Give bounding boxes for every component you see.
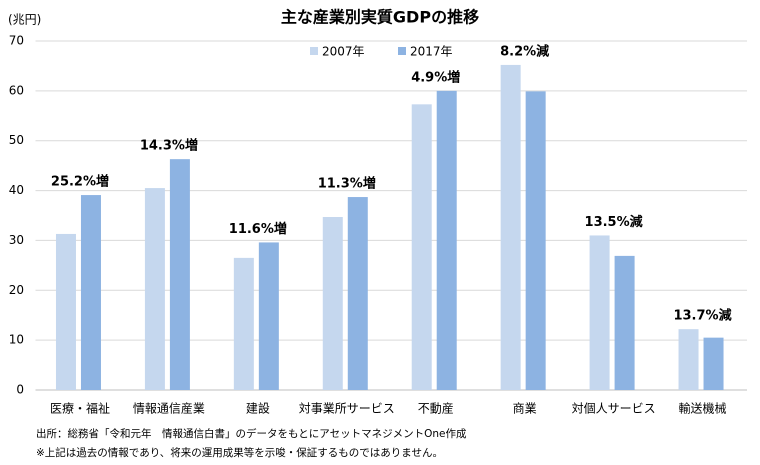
bar xyxy=(169,159,190,390)
bar xyxy=(500,64,521,390)
x-tick-label: 対個人サービス xyxy=(572,402,656,416)
bar xyxy=(589,235,610,390)
y-tick-label: 20 xyxy=(9,283,24,297)
note: 出所：総務省「令和元年 情報通信白書」のデータをもとにアセットマネジメントOne… xyxy=(36,427,467,440)
note: ※上記は過去の情報であり、将来の運用成果等を示唆・保証するものではありません。 xyxy=(36,446,443,459)
y-tick-label: 60 xyxy=(9,83,24,97)
bar xyxy=(258,242,279,390)
y-tick-label: 40 xyxy=(9,183,24,197)
x-tick-label: 医療・福祉 xyxy=(50,401,110,416)
annotation: 25.2%増 xyxy=(51,174,109,190)
legend-swatch xyxy=(398,47,406,55)
bar xyxy=(144,188,165,390)
annotation: 14.3%増 xyxy=(140,138,198,154)
y-tick-label: 70 xyxy=(9,34,24,48)
annotation: 11.6%増 xyxy=(229,221,287,237)
y-axis-label: (兆円) xyxy=(8,13,41,27)
annotation: 4.9%増 xyxy=(411,69,460,85)
annotation: 8.2%減 xyxy=(500,43,549,59)
x-tick-label: 不動産 xyxy=(418,401,454,416)
y-tick-label: 10 xyxy=(9,333,24,347)
legend-label: 2007年 xyxy=(322,45,365,59)
annotation: 13.5%減 xyxy=(585,214,643,230)
bar xyxy=(525,91,546,390)
bar xyxy=(436,90,457,390)
bar xyxy=(678,329,699,390)
bar xyxy=(703,337,724,390)
x-tick-label: 輸送機械 xyxy=(679,401,727,416)
x-tick-label: 情報通信産業 xyxy=(133,401,205,416)
y-tick-label: 0 xyxy=(16,383,24,397)
bar xyxy=(322,216,343,390)
annotation: 13.7%減 xyxy=(673,308,731,324)
bar xyxy=(233,257,254,390)
bar xyxy=(347,197,368,390)
bar xyxy=(614,255,635,390)
legend-swatch xyxy=(310,47,318,55)
annotation: 11.3%増 xyxy=(318,176,376,192)
chart-title: 主な産業別実質GDPの推移 xyxy=(281,8,479,27)
x-tick-label: 対事業所サービス xyxy=(299,402,395,416)
bar xyxy=(80,195,101,390)
x-tick-label: 商業 xyxy=(513,401,537,416)
legend-label: 2017年 xyxy=(410,45,453,59)
y-tick-label: 50 xyxy=(9,133,24,147)
bar xyxy=(55,233,76,390)
x-tick-label: 建設 xyxy=(246,401,270,416)
y-tick-label: 30 xyxy=(9,233,24,247)
bar xyxy=(411,104,432,390)
